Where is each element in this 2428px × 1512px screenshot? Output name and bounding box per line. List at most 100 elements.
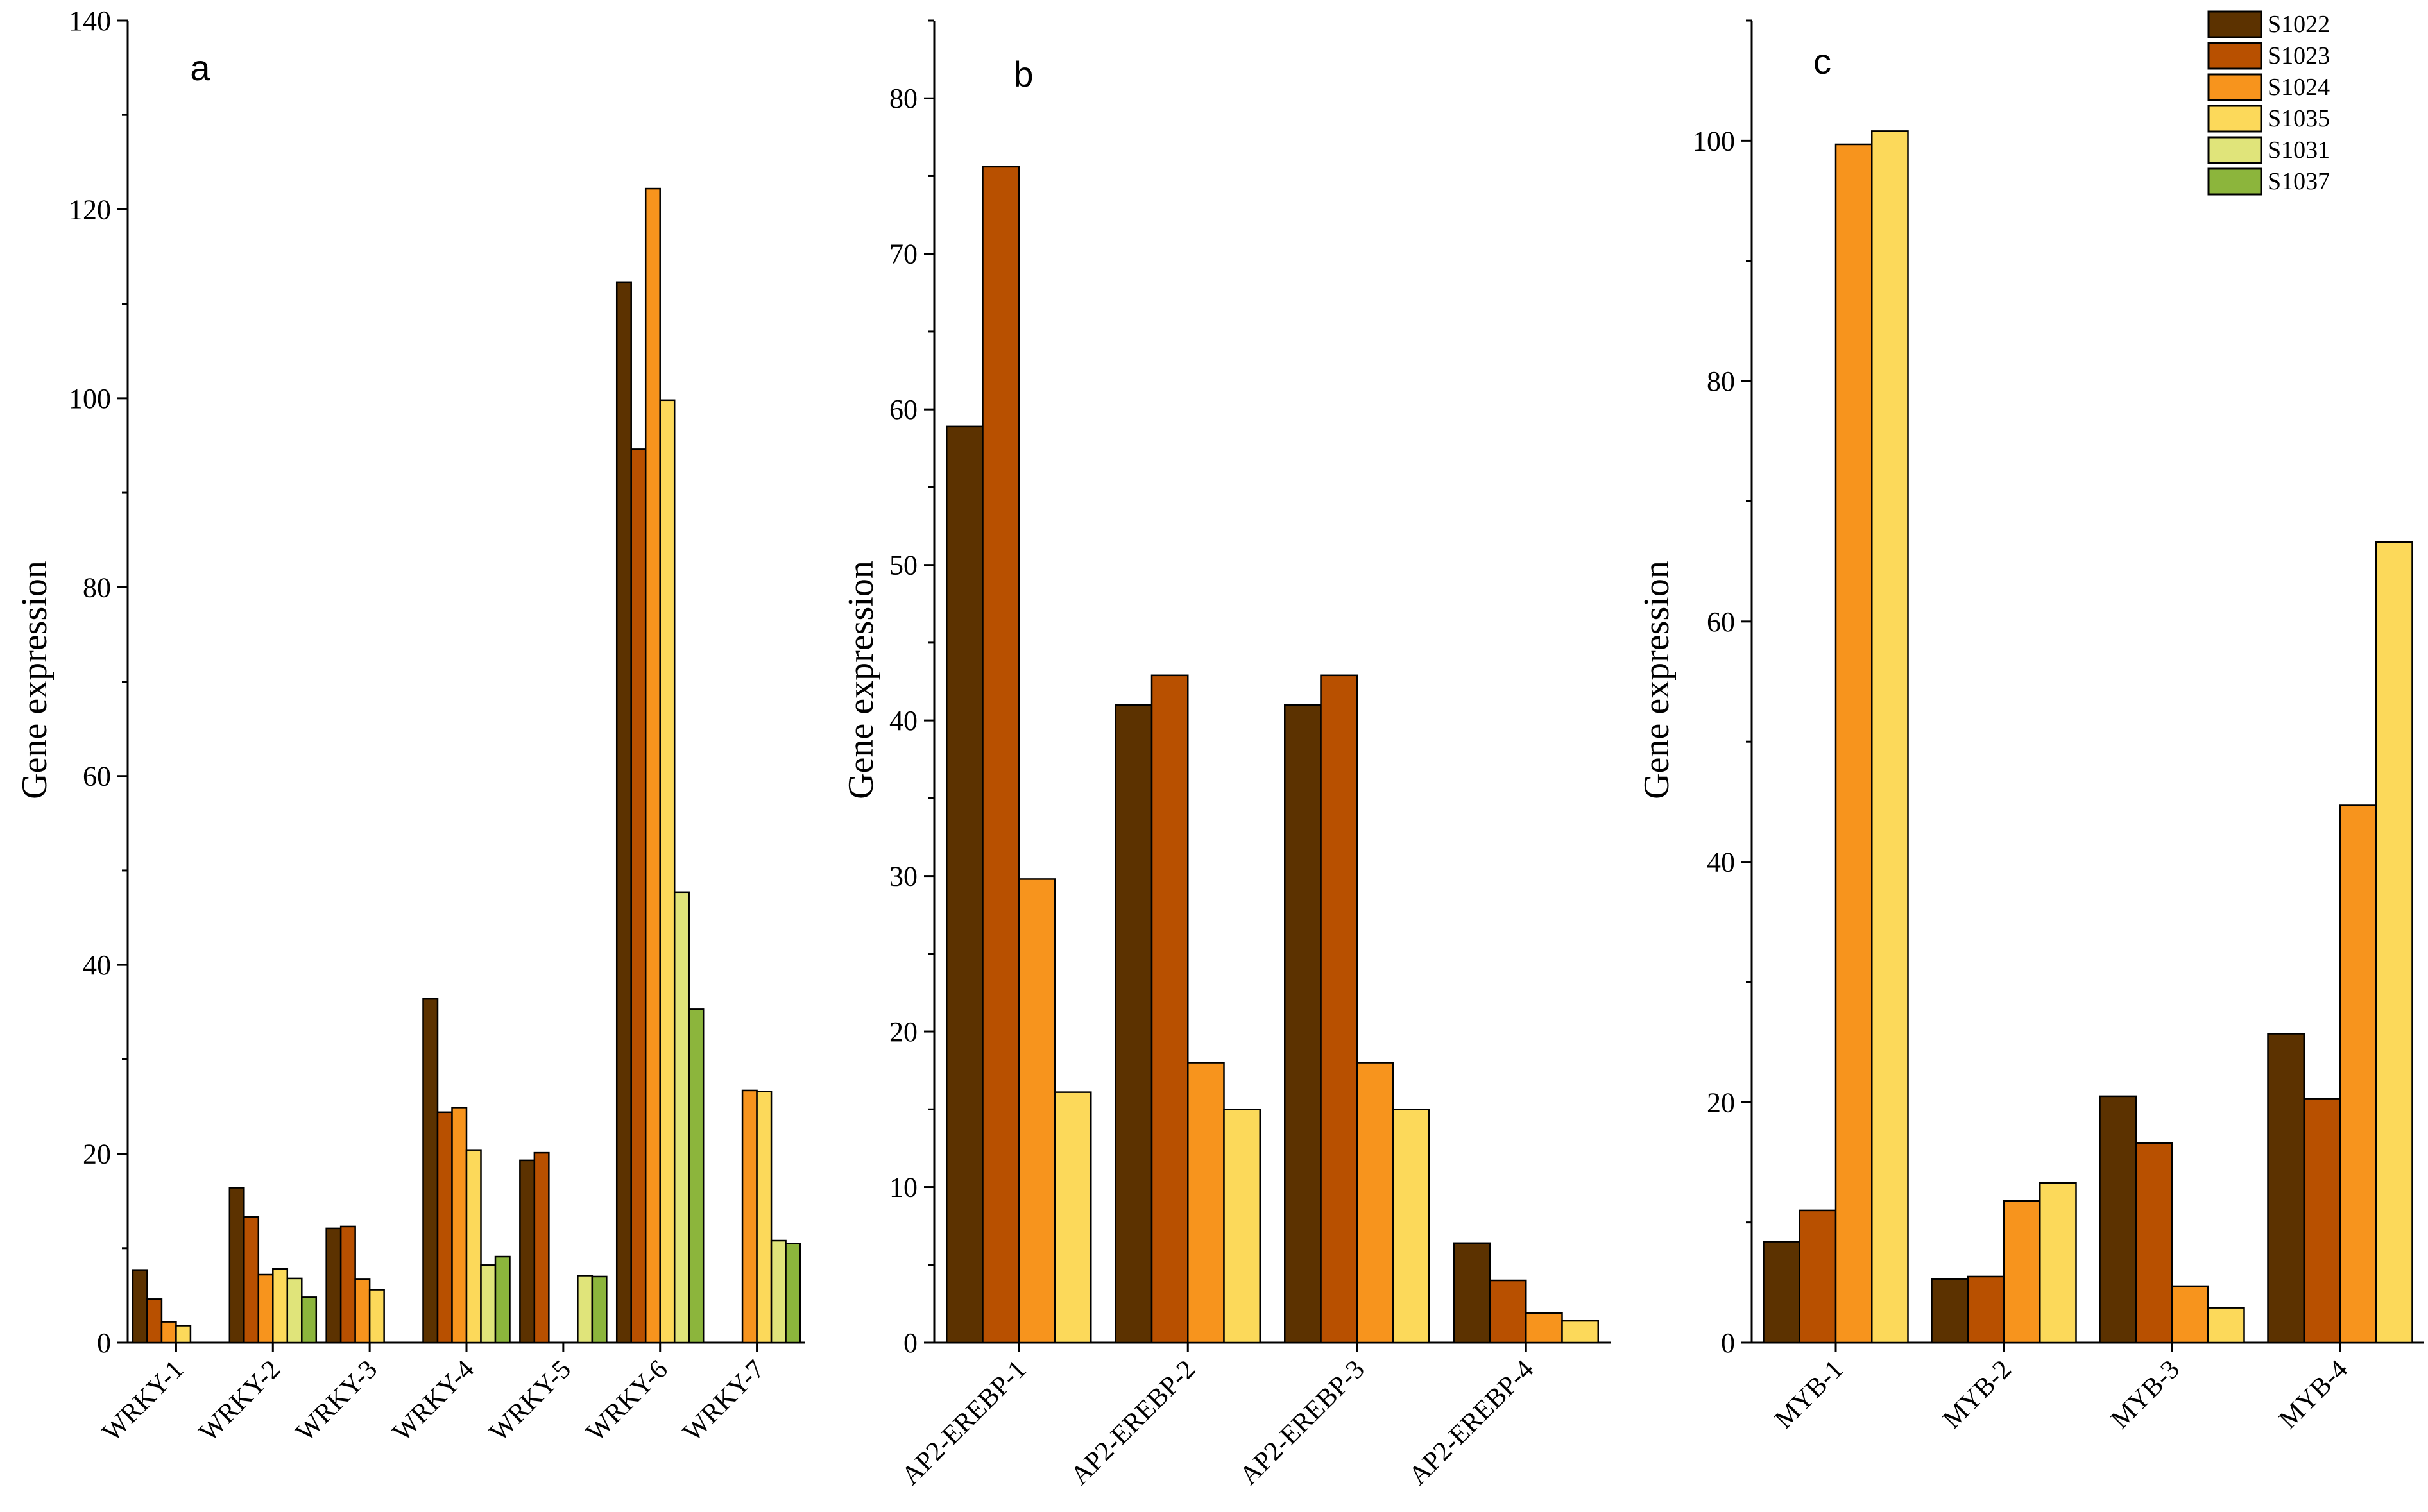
bar-AP2-EREBP-4-S1022: [1453, 1242, 1491, 1344]
bar-AP2-EREBP-4-S1024: [1525, 1312, 1563, 1344]
y-tick-label: 50: [889, 550, 918, 581]
bar-WRKY-3-S1023: [339, 1225, 356, 1344]
bar-WRKY-4-S1024: [451, 1107, 468, 1344]
legend: S1022 S1023 S1024 S1035 S1031 S1037: [2207, 10, 2330, 196]
bar-AP2-EREBP-2-S1022: [1115, 704, 1153, 1344]
bar-MYB-4-S1024: [2339, 804, 2377, 1344]
bar-WRKY-2-S1024: [257, 1273, 274, 1344]
legend-label: S1037: [2268, 168, 2330, 195]
panel-a: 0 20 40 60 80 100 120 140 Gene expression a WRKY-1…: [15, 5, 805, 1447]
y-tick-label: 140: [69, 5, 111, 37]
bar-AP2-EREBP-3-S1035: [1392, 1109, 1430, 1344]
y-tick-label: 40: [889, 705, 918, 736]
bar-MYB-2-S1024: [2003, 1200, 2041, 1344]
bar-MYB-3-S1022: [2099, 1095, 2137, 1344]
bar-WRKY-6-S1031: [673, 891, 690, 1344]
bar-MYB-1-S1035: [1871, 130, 1909, 1344]
bar-WRKY-4-S1031: [480, 1264, 497, 1344]
legend-swatch-S1031: [2207, 136, 2262, 164]
bar-MYB-1-S1022: [1763, 1241, 1800, 1344]
y-tick-label: 10: [889, 1172, 918, 1203]
y-tick-label: 40: [1707, 847, 1735, 878]
legend-swatch-S1024: [2207, 73, 2262, 101]
bar-MYB-4-S1035: [2375, 541, 2413, 1344]
bar-MYB-2-S1022: [1931, 1278, 1969, 1344]
x-tick-label: AP2-EREBP-1: [896, 1355, 1032, 1491]
legend-label: S1035: [2268, 105, 2330, 132]
bar-MYB-4-S1022: [2267, 1033, 2305, 1344]
y-tick-label: 100: [69, 383, 111, 414]
panel-label: b: [1013, 54, 1033, 94]
y-tick-label: 0: [903, 1327, 918, 1359]
bar-AP2-EREBP-2-S1035: [1223, 1109, 1261, 1344]
bar-AP2-EREBP-2-S1024: [1187, 1062, 1225, 1344]
bar-MYB-1-S1023: [1799, 1209, 1837, 1344]
y-tick-label: 80: [1707, 366, 1735, 397]
bar-WRKY-2-S1023: [243, 1216, 260, 1344]
y-tick-label: 20: [83, 1139, 111, 1170]
bar-WRKY-6-S1035: [659, 399, 676, 1344]
y-tick-label: 80: [889, 83, 918, 114]
bar-WRKY-6-S1024: [644, 187, 661, 1344]
bar-AP2-EREBP-4-S1035: [1561, 1320, 1599, 1344]
x-tick-label: MYB-2: [1937, 1355, 2017, 1435]
bar-WRKY-4-S1035: [465, 1149, 482, 1344]
x-tick-label: WRKY-1: [97, 1355, 190, 1448]
x-tick-label: WRKY-6: [581, 1355, 674, 1448]
panel-b: 0 10 20 30 40 50 60 70 80 Gene expression b AP2-ERE…: [841, 19, 1611, 1491]
bar-AP2-EREBP-2-S1023: [1150, 674, 1189, 1344]
y-tick-label: 60: [1707, 606, 1735, 638]
legend-label: S1031: [2268, 137, 2330, 164]
bar-AP2-EREBP-1-S1035: [1054, 1091, 1092, 1344]
legend-swatch-S1037: [2207, 167, 2262, 196]
bar-WRKY-1-S1022: [132, 1269, 148, 1344]
y-tick-label: 40: [83, 949, 111, 981]
legend-swatch-S1022: [2207, 10, 2262, 38]
bar-WRKY-2-S1037: [301, 1296, 318, 1344]
bar-AP2-EREBP-3-S1024: [1356, 1062, 1394, 1344]
y-tick-label: 20: [1707, 1087, 1735, 1118]
bar-WRKY-3-S1024: [354, 1278, 371, 1344]
y-axis-label: Gene expression: [841, 561, 881, 799]
bar-WRKY-7-S1024: [741, 1089, 758, 1344]
bar-WRKY-7-S1031: [770, 1239, 787, 1344]
panel-label: c: [1813, 41, 1831, 81]
bar-MYB-2-S1035: [2039, 1182, 2077, 1344]
legend-label: S1022: [2268, 11, 2330, 38]
bar-WRKY-2-S1035: [272, 1268, 289, 1344]
bar-AP2-EREBP-1-S1022: [946, 425, 984, 1344]
x-tick-label: AP2-EREBP-4: [1403, 1355, 1539, 1491]
legend-swatch-S1023: [2207, 42, 2262, 70]
y-tick-label: 100: [1693, 125, 1735, 157]
x-tick-label: MYB-1: [1769, 1355, 1849, 1435]
bar-AP2-EREBP-3-S1022: [1284, 704, 1322, 1344]
y-tick-label: 30: [889, 861, 918, 892]
bar-WRKY-6-S1022: [615, 281, 632, 1344]
bar-WRKY-1-S1035: [175, 1325, 192, 1344]
x-tick-label: WRKY-5: [484, 1355, 577, 1448]
y-tick-label: 0: [1721, 1327, 1735, 1359]
x-tick-label: WRKY-4: [387, 1355, 480, 1448]
bar-AP2-EREBP-1-S1023: [982, 166, 1020, 1344]
x-tick-label: WRKY-2: [194, 1355, 287, 1448]
y-tick-label: 120: [69, 194, 111, 225]
bar-WRKY-5-S1022: [519, 1159, 536, 1344]
y-tick-label: 0: [97, 1327, 111, 1359]
bar-MYB-3-S1023: [2135, 1142, 2173, 1344]
bar-WRKY-5-S1037: [591, 1275, 608, 1344]
y-axis-label: Gene expression: [1637, 561, 1677, 799]
bar-WRKY-5-S1031: [577, 1275, 594, 1344]
x-tick-label: MYB-3: [2105, 1355, 2185, 1435]
bar-WRKY-4-S1022: [422, 998, 439, 1344]
bar-AP2-EREBP-3-S1023: [1320, 674, 1358, 1344]
panel-label: a: [190, 47, 210, 88]
bar-WRKY-1-S1024: [160, 1321, 177, 1344]
bar-AP2-EREBP-1-S1024: [1018, 878, 1056, 1344]
y-tick-label: 60: [83, 761, 111, 792]
x-tick-label: MYB-4: [2273, 1355, 2354, 1435]
bar-MYB-2-S1023: [1967, 1275, 2005, 1344]
legend-label: S1023: [2268, 42, 2330, 69]
bar-WRKY-5-S1023: [533, 1151, 550, 1344]
x-tick-label: WRKY-3: [291, 1355, 384, 1448]
